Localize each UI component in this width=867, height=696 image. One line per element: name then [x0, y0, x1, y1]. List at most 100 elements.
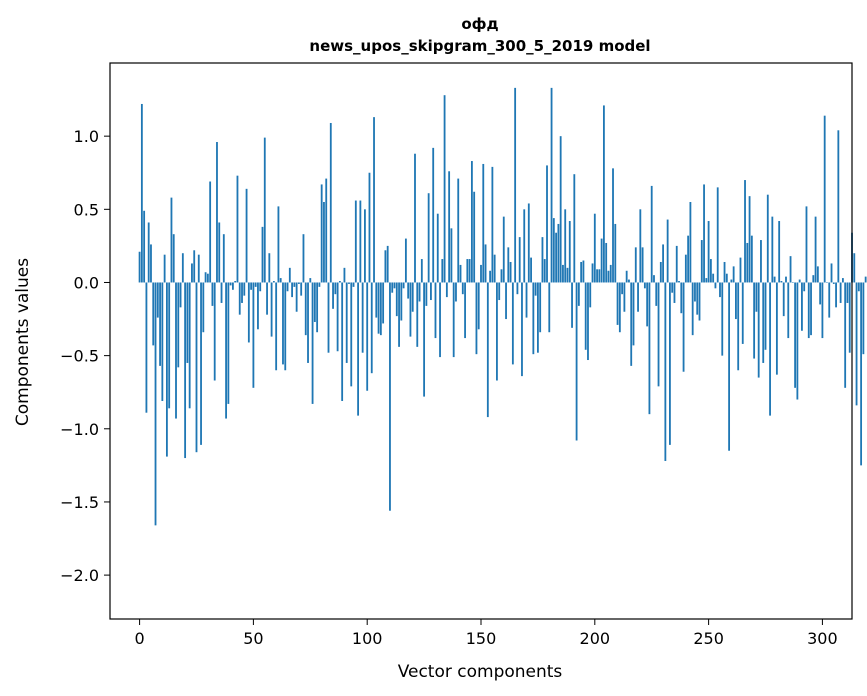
bar — [416, 282, 419, 347]
bar — [216, 142, 218, 283]
bar — [414, 153, 416, 283]
bar — [193, 250, 196, 283]
bar — [621, 282, 624, 295]
bar — [452, 282, 455, 358]
bar — [728, 282, 731, 451]
bar — [623, 282, 626, 312]
bar — [327, 282, 330, 353]
bar — [823, 115, 826, 283]
y-axis-label: Components values — [13, 258, 33, 426]
bar — [323, 202, 325, 283]
bar — [659, 261, 662, 283]
bar — [411, 282, 414, 312]
bar — [846, 282, 849, 303]
bar — [741, 282, 744, 344]
bar — [612, 168, 614, 283]
bar — [250, 282, 253, 290]
bar — [489, 270, 492, 283]
bar — [530, 257, 532, 283]
bar — [723, 261, 726, 283]
bar — [750, 235, 753, 283]
bar — [630, 282, 633, 366]
bar — [557, 223, 560, 283]
bar — [191, 263, 193, 283]
bar — [821, 282, 824, 339]
bar — [769, 282, 771, 416]
bar — [584, 282, 587, 350]
bar — [420, 259, 423, 283]
bar — [739, 257, 742, 283]
bar — [566, 267, 569, 283]
bar — [439, 282, 441, 358]
bar — [229, 282, 232, 286]
bar — [159, 282, 161, 366]
bar — [163, 254, 166, 283]
bar — [682, 282, 685, 372]
bar — [527, 203, 530, 283]
bar — [746, 242, 749, 283]
bar — [839, 282, 842, 303]
bar — [605, 242, 608, 283]
bar — [507, 247, 510, 283]
bar — [470, 161, 473, 283]
bar — [263, 137, 266, 283]
bar — [493, 254, 496, 283]
bar — [168, 282, 171, 409]
bar — [684, 254, 687, 283]
bar — [313, 282, 316, 322]
bar — [755, 282, 758, 312]
bar — [473, 191, 476, 283]
bar — [432, 147, 435, 283]
bar — [798, 279, 801, 283]
bar — [395, 282, 398, 317]
bar — [810, 282, 812, 336]
bar — [602, 105, 605, 283]
bar — [700, 240, 703, 283]
bars-group — [138, 87, 867, 526]
bar — [771, 216, 774, 283]
bar — [332, 282, 334, 309]
bar — [650, 185, 653, 283]
bar — [789, 256, 792, 283]
bar — [532, 282, 535, 355]
bar — [480, 264, 482, 283]
bar — [375, 282, 378, 318]
bar — [286, 282, 289, 292]
bar — [600, 238, 603, 283]
bar — [496, 282, 498, 381]
bar — [694, 282, 696, 302]
bar — [841, 278, 844, 283]
bar — [466, 259, 469, 283]
bar — [336, 282, 339, 352]
bar — [430, 282, 432, 301]
bar — [780, 281, 783, 283]
bar — [796, 282, 799, 400]
bar — [564, 209, 567, 283]
bar — [826, 282, 828, 283]
bar — [735, 282, 737, 320]
bar — [156, 282, 159, 318]
bar — [427, 193, 430, 283]
bar — [341, 282, 344, 401]
x-tick-label: 250 — [693, 629, 724, 648]
bar — [541, 237, 544, 283]
bar — [791, 282, 794, 283]
bar — [509, 261, 512, 283]
bar — [596, 269, 598, 283]
bar — [231, 282, 234, 290]
bar — [218, 222, 221, 283]
bar — [571, 282, 573, 328]
bar — [282, 282, 284, 365]
bar — [252, 282, 255, 388]
bar — [666, 219, 669, 283]
bar — [154, 282, 157, 526]
bar — [580, 261, 583, 283]
x-tick-label: 200 — [580, 629, 611, 648]
x-axis: 0 50 100 150 200 250 300 — [134, 619, 838, 648]
bar — [150, 244, 152, 283]
bar — [618, 282, 621, 333]
bar — [628, 279, 630, 283]
bar — [152, 282, 155, 346]
bar — [304, 282, 307, 336]
bar — [662, 244, 664, 283]
